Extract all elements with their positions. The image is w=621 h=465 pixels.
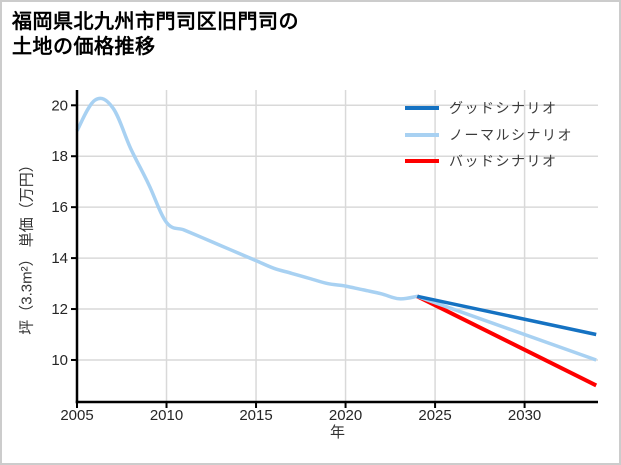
legend-label-normal: ノーマルシナリオ <box>449 126 573 143</box>
series-line-bad <box>416 294 598 388</box>
y-tick-label-16: 16 <box>51 199 68 216</box>
x-axis-label: 年 <box>329 424 345 441</box>
series-line-history <box>75 96 418 301</box>
x-tick-label-2020: 2020 <box>329 407 362 424</box>
series-line-good <box>416 294 597 337</box>
chart-title-line-2: 土地の価格推移 <box>12 36 156 58</box>
y-axis-label: 坪（3.3m²） 単価（万円） <box>18 157 36 335</box>
series-line-normal <box>416 294 597 362</box>
y-tick-label-14: 14 <box>51 250 68 267</box>
legend-swatch-normal <box>405 132 439 137</box>
x-tick-label-2010: 2010 <box>150 407 183 424</box>
x-tick-label-2015: 2015 <box>239 407 272 424</box>
legend-label-good: グッドシナリオ <box>449 100 558 116</box>
legend-item-good: グッドシナリオ <box>405 98 573 118</box>
y-tick-label-18: 18 <box>51 148 68 165</box>
legend-swatch-good <box>405 106 439 110</box>
chart-title-line-1: 福岡県北九州市門司区旧門司の <box>12 11 299 33</box>
legend-label-bad: バッドシナリオ <box>449 153 558 169</box>
y-tick-label-10: 10 <box>51 352 68 369</box>
chart-title: 福岡県北九州市門司区旧門司の 土地の価格推移 <box>12 10 299 60</box>
y-tick-label-20: 20 <box>51 97 68 114</box>
legend-item-normal: ノーマルシナリオ <box>405 125 573 145</box>
y-tick-label-12: 12 <box>51 301 68 318</box>
x-tick-label-2025: 2025 <box>418 407 451 424</box>
x-tick-label-2030: 2030 <box>508 407 541 424</box>
legend: グッドシナリオ ノーマルシナリオ バッドシナリオ <box>405 98 573 178</box>
legend-swatch-bad <box>405 159 439 163</box>
legend-item-bad: バッドシナリオ <box>405 151 573 171</box>
x-tick-label-2005: 2005 <box>60 407 93 424</box>
